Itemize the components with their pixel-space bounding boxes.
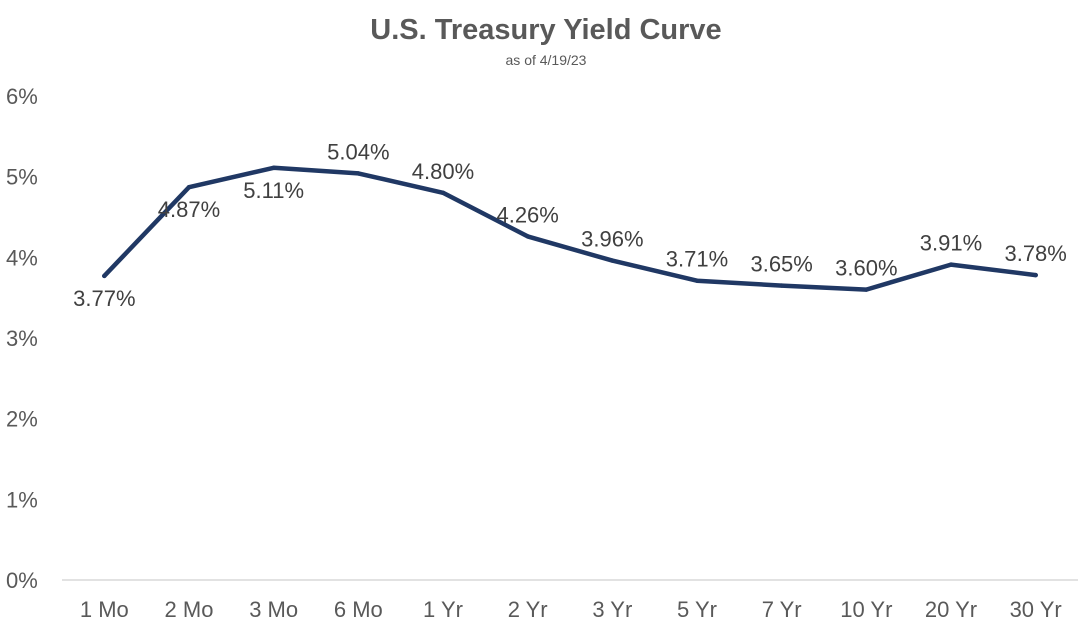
y-tick-label: 3% (6, 326, 38, 351)
data-point (610, 258, 615, 263)
x-tick-label: 30 Yr (1010, 597, 1062, 622)
yield-series-line (102, 165, 1038, 292)
x-tick-label: 1 Yr (423, 597, 463, 622)
data-point (948, 262, 954, 267)
data-label: 3.77% (73, 286, 135, 311)
y-tick-label: 5% (6, 165, 38, 190)
data-label: 3.60% (835, 256, 897, 281)
data-label: 3.71% (666, 247, 728, 272)
data-label: 3.78% (1004, 241, 1066, 266)
data-point (440, 190, 446, 195)
data-point (102, 273, 107, 279)
chart-subtitle: as of 4/19/23 (505, 52, 587, 68)
data-label: 3.65% (750, 252, 812, 277)
y-tick-label: 6% (6, 84, 38, 109)
data-point (356, 171, 361, 176)
x-tick-label: 5 Yr (677, 597, 717, 622)
y-tick-label: 2% (6, 407, 38, 432)
data-point (186, 184, 192, 190)
x-tick-label: 7 Yr (762, 597, 802, 622)
x-tick-label: 10 Yr (840, 597, 892, 622)
data-label: 5.11% (243, 178, 304, 203)
y-tick-label: 0% (6, 568, 38, 593)
data-point (1033, 272, 1038, 278)
x-tick-label: 3 Mo (249, 597, 298, 622)
x-tick-label: 3 Yr (592, 597, 632, 622)
data-label: 3.96% (581, 227, 643, 252)
x-tick-label: 2 Mo (165, 597, 214, 622)
x-tick-label: 6 Mo (334, 597, 383, 622)
x-tick-label: 20 Yr (925, 597, 977, 622)
data-point (271, 165, 276, 170)
data-label: 3.91% (920, 231, 982, 256)
chart-title: U.S. Treasury Yield Curve (370, 14, 722, 46)
x-tick-label: 2 Yr (508, 597, 548, 622)
data-label: 4.26% (496, 202, 558, 227)
y-tick-label: 1% (6, 487, 38, 512)
y-tick-label: 4% (6, 245, 38, 270)
data-point (525, 234, 530, 239)
data-point (694, 278, 700, 283)
data-point (864, 287, 869, 292)
x-tick-label: 1 Mo (80, 597, 129, 622)
data-point (779, 283, 784, 288)
data-label: 5.04% (327, 139, 389, 164)
data-label: 4.80% (412, 159, 474, 184)
data-label: 4.87% (158, 197, 220, 222)
